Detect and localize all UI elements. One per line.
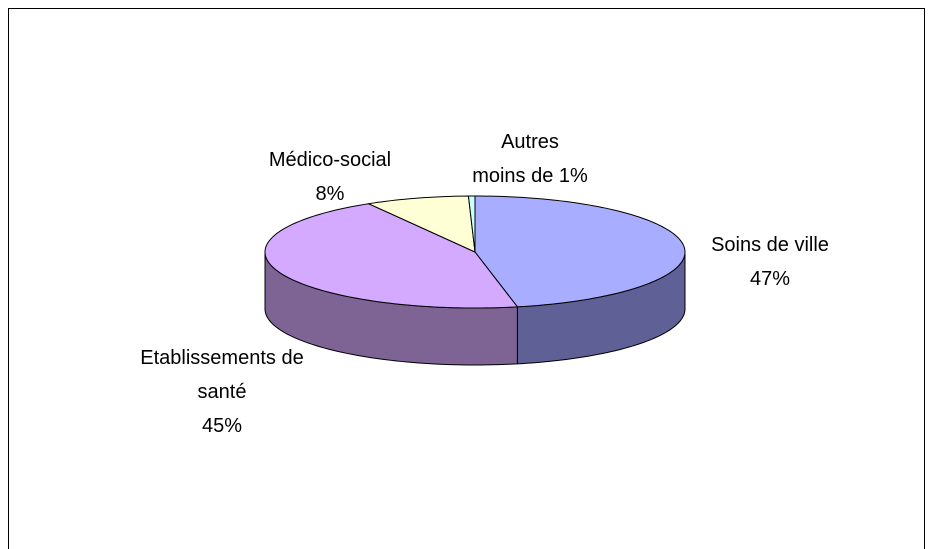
- category-label: Etablissements de santé: [140, 347, 304, 403]
- slice: [264, 203, 519, 309]
- slice: [474, 195, 686, 308]
- value-label: moins de 1%: [472, 165, 588, 187]
- category-label: Autres: [501, 131, 559, 153]
- slice: [366, 195, 476, 253]
- value-label: 47%: [749, 268, 791, 290]
- category-label: Soins de ville: [711, 234, 829, 256]
- slice-label: Médico-social 8%: [245, 143, 415, 211]
- slice: [467, 195, 476, 253]
- slice-label: Autres moins de 1%: [450, 125, 610, 193]
- slice-label: Etablissements de santé 45%: [127, 341, 317, 443]
- category-label: Médico-social: [268, 149, 392, 171]
- value-label: 8%: [315, 183, 345, 205]
- value-label: 45%: [201, 415, 243, 437]
- slice-label: Soins de ville 47%: [685, 228, 855, 296]
